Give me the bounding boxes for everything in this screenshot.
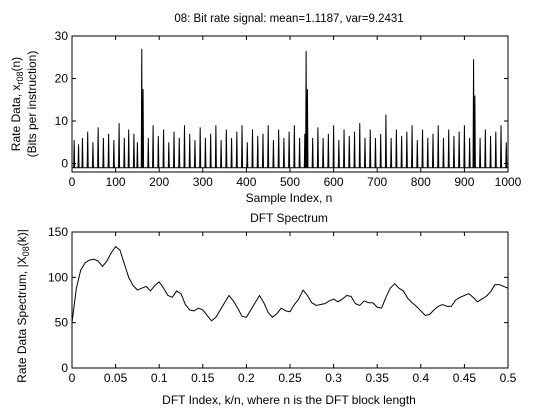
bit-rate-ytick-label: 10 [55, 114, 69, 128]
bit-rate-ylabel-main: Rate Data, x [9, 84, 23, 151]
dft-series-line [71, 246, 509, 323]
dft-ticks: 0 0.05 0.1 0.15 0.2 0.25 0.3 0.35 0.4 0.45 0.5 0 50 1… [48, 225, 517, 385]
bit-rate-series-line [72, 48, 508, 169]
bit-rate-xtick-label: 600 [324, 175, 344, 189]
bit-rate-xlabel: Sample Index, n [246, 191, 333, 205]
bit-rate-ylabel-line2: (Bits per instruction) [25, 51, 39, 158]
dft-ylabel-subscript: 08 [21, 246, 31, 256]
dft-spectrum-panel: DFT Spectrum 0 0.05 0.1 0.15 0.2 0.25 0.3 0.35 0… [15, 211, 517, 407]
dft-ylabel: Rate Data Spectrum, |X08(k)| [15, 229, 31, 383]
dft-xtick-label: 0.1 [151, 371, 168, 385]
bit-rate-xtick-label: 0 [69, 175, 76, 189]
dft-xtick-label: 0.45 [453, 371, 477, 385]
dft-ylabel-main: Rate Data Spectrum, |X [15, 256, 29, 383]
bit-rate-xtick-label: 900 [454, 175, 474, 189]
bit-rate-ylabel-subscript: r08 [15, 71, 25, 84]
bit-rate-panel: 08: Bit rate signal: mean=1.1187, var=9.… [9, 13, 522, 205]
dft-axes-box [71, 231, 509, 369]
dft-xtick-label: 0.25 [278, 371, 302, 385]
dft-xtick-label: 0.15 [191, 371, 215, 385]
dft-xtick-label: 0.4 [412, 371, 429, 385]
bit-rate-xtick-label: 800 [411, 175, 431, 189]
bit-rate-xtick-label: 700 [367, 175, 387, 189]
dft-ytick-label: 50 [55, 316, 69, 330]
bit-rate-ylabel-line1: Rate Data, xr08(n) [9, 57, 25, 151]
dft-ytick-label: 100 [48, 270, 68, 284]
bit-rate-ylabel-suffix: (n) [9, 57, 23, 72]
dft-series-path [71, 246, 509, 323]
dft-ytick-label: 0 [61, 361, 68, 375]
bit-rate-ytick-label: 0 [61, 157, 68, 171]
dft-xtick-label: 0 [69, 371, 76, 385]
dft-ytick-label: 150 [48, 225, 68, 239]
dft-xtick-label: 0.35 [366, 371, 390, 385]
bit-rate-ytick-label: 30 [55, 29, 69, 43]
bit-rate-xtick-label: 200 [149, 175, 169, 189]
bit-rate-axes-box [71, 35, 509, 173]
dft-ylabel-suffix: (k)| [15, 229, 29, 246]
dft-xtick-label: 0.05 [104, 371, 128, 385]
bit-rate-ticks: 0 100 200 300 400 500 600 700 800 900 1000 0 10 20 30 [55, 29, 522, 189]
bit-rate-xtick-label: 1000 [495, 175, 522, 189]
dft-xtick-label: 0.2 [238, 371, 255, 385]
bit-rate-xtick-label: 500 [280, 175, 300, 189]
bit-rate-xtick-label: 400 [236, 175, 256, 189]
bit-rate-ytick-label: 20 [55, 72, 69, 86]
bit-rate-title: 08: Bit rate signal: mean=1.1187, var=9.… [174, 13, 403, 25]
dft-xtick-label: 0.3 [325, 371, 342, 385]
bit-rate-xtick-label: 100 [106, 175, 126, 189]
dft-xtick-label: 0.5 [500, 371, 517, 385]
dft-title: DFT Spectrum [250, 211, 328, 225]
bit-rate-series-path [72, 48, 508, 169]
dft-xlabel: DFT Index, k/n, where n is the DFT block… [162, 393, 416, 407]
bit-rate-xtick-label: 300 [193, 175, 213, 189]
